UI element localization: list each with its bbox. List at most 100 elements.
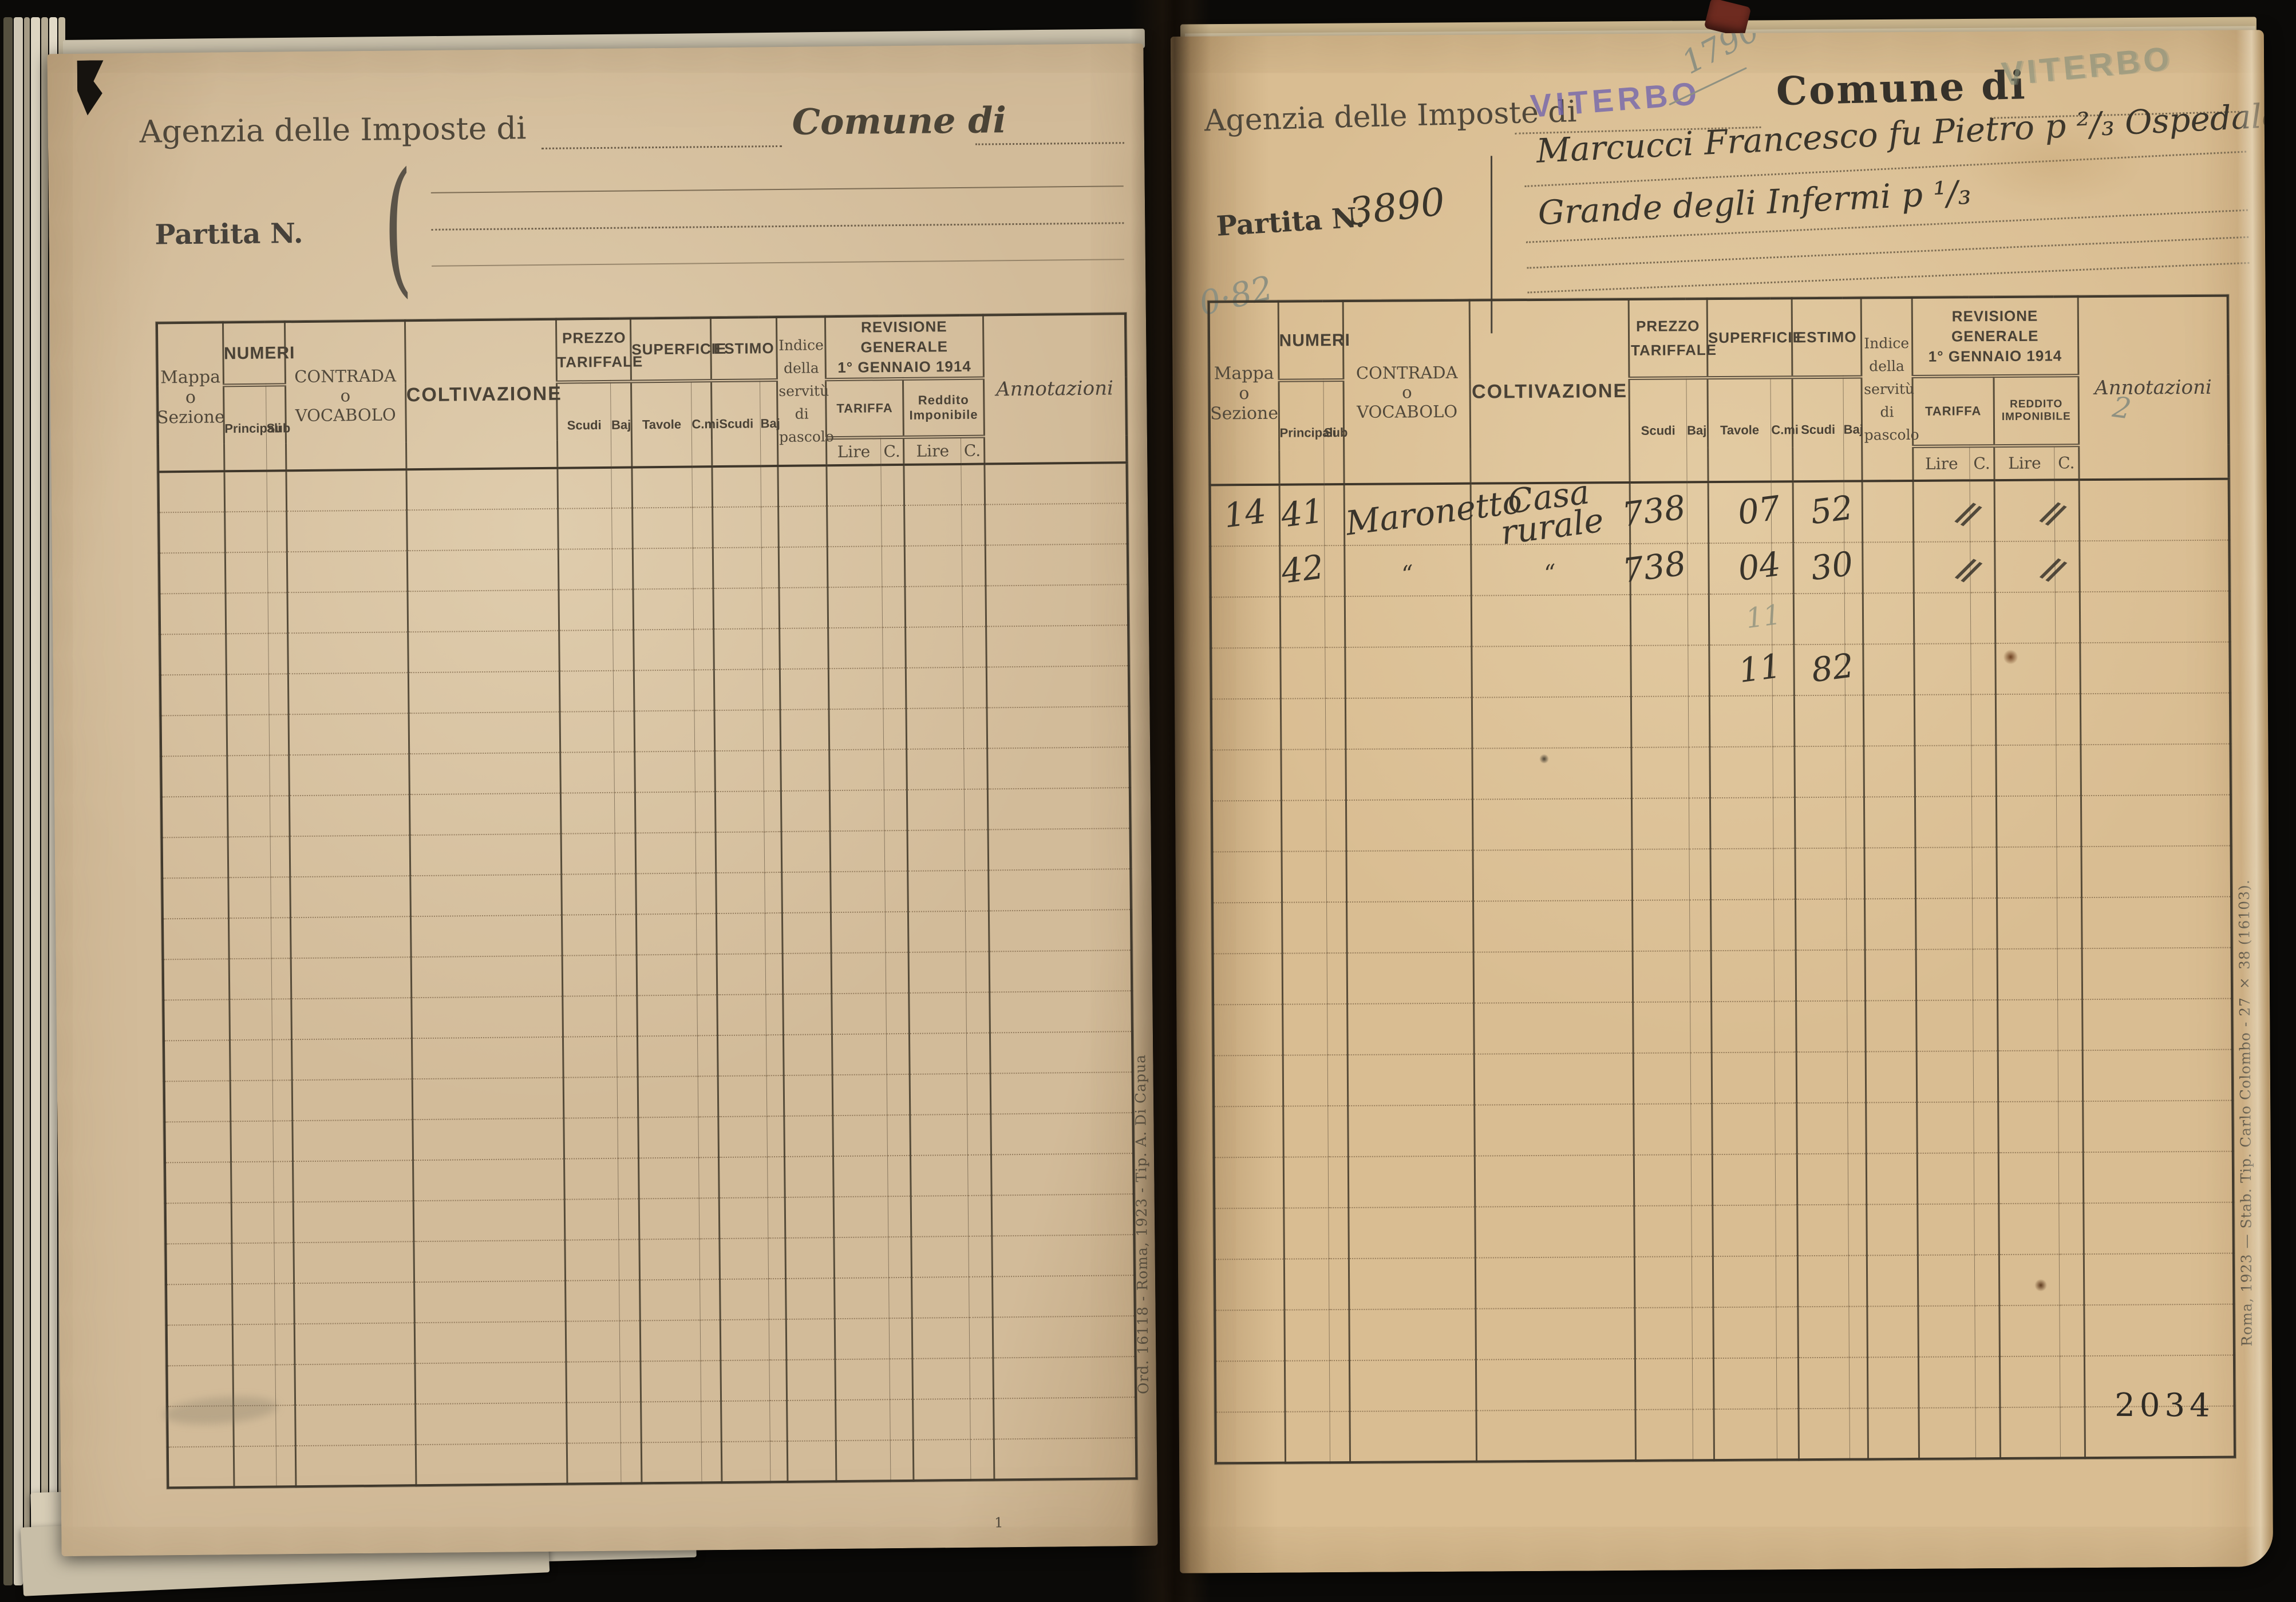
cell-tariffa-lire: // xyxy=(1912,480,1981,543)
cell-pascolo xyxy=(783,994,832,1035)
cell-estimo-baj xyxy=(768,1238,786,1279)
handwritten-value: 04 xyxy=(1736,544,1783,588)
cell-reddito-lire: // xyxy=(1994,480,2066,542)
cell-reddito-lire: // xyxy=(1994,541,2066,593)
cell-contrada xyxy=(294,1282,414,1324)
cell-contrada xyxy=(1350,1411,1477,1463)
cell-sub xyxy=(1325,698,1346,750)
cell-annotazioni xyxy=(987,747,1130,789)
cell-sup-tavole xyxy=(1710,950,1775,1002)
cell-annotazioni xyxy=(2082,1049,2233,1102)
cell-prezzo-scudi xyxy=(558,590,613,631)
cell-annotazioni xyxy=(990,1031,1133,1074)
cell-reddito-lire xyxy=(913,1439,971,1481)
cell-tariffa-lire xyxy=(831,912,886,954)
agenzia-label: Agenzia delle Imposte di xyxy=(139,110,527,150)
cell-annotazioni xyxy=(986,706,1130,749)
cell-principali xyxy=(227,755,270,797)
cell-estimo-scudi xyxy=(1796,1103,1848,1154)
handwritten-value: 41 xyxy=(1278,491,1326,536)
cell-prezzo-baj xyxy=(1692,1358,1714,1410)
footnote-mark: 1 xyxy=(994,1514,1003,1531)
header-principali: Principali xyxy=(223,385,281,472)
cell-contrada xyxy=(288,713,409,755)
cell-mappa xyxy=(1213,1004,1283,1056)
cell-sub xyxy=(1326,800,1347,852)
cell-estimo-scudi xyxy=(1798,1409,1850,1460)
cell-reddito-c xyxy=(2058,1050,2083,1102)
cell-estimo-baj xyxy=(762,710,781,751)
cell-pascolo xyxy=(1866,1153,1918,1205)
cell-reddito-c xyxy=(962,586,986,627)
cell-sub xyxy=(268,674,289,715)
cell-sup-cmi xyxy=(1773,848,1796,900)
cell-tariffa-lire xyxy=(827,505,882,547)
header-annotazioni: Annotazioni xyxy=(2077,295,2229,480)
cell-sub xyxy=(275,1324,295,1365)
cell-sup-tavole xyxy=(638,1157,699,1199)
header-cmi: C.mi xyxy=(1771,377,1799,482)
cell-principali xyxy=(1281,851,1327,903)
cell-prezzo-baj xyxy=(611,508,633,549)
cell-reddito-lire xyxy=(911,1236,969,1278)
handwritten-value: 738 xyxy=(1619,488,1688,535)
cell-tariffa-c xyxy=(886,1034,910,1075)
cell-mappa xyxy=(1214,1208,1284,1260)
cell-contrada xyxy=(289,794,410,837)
cell-pascolo xyxy=(785,1237,835,1279)
cell-reddito-c xyxy=(2057,897,2082,949)
cell-tariffa-c xyxy=(1971,694,1996,746)
cell-prezzo-baj xyxy=(619,1280,641,1322)
cell-mappa xyxy=(159,552,226,594)
cell-sup-cmi xyxy=(1776,1358,1799,1409)
cell-prezzo-scudi xyxy=(564,1199,619,1240)
ledger-row xyxy=(1211,794,2231,852)
cell-mappa xyxy=(162,918,229,960)
cell-prezzo-scudi xyxy=(565,1280,620,1322)
cell-prezzo-scudi xyxy=(1631,696,1689,748)
ledger-row xyxy=(1212,896,2232,954)
cell-mappa xyxy=(165,1162,231,1204)
header-reddito: REDDITO IMPONIBILE xyxy=(1993,375,2079,446)
cell-estimo-scudi xyxy=(720,1279,769,1320)
cell-sup-tavole xyxy=(641,1401,702,1443)
cell-prezzo-scudi xyxy=(559,711,615,753)
cell-annotazioni xyxy=(984,462,1128,505)
cell-sub xyxy=(1329,1360,1350,1412)
cell-estimo-scudi xyxy=(712,507,762,548)
right-ledger-table-wrap: Mappa o Sezione NUMERI CONTRADA o VOCABOLO C… xyxy=(1207,294,2237,1465)
cell-sup-cmi xyxy=(696,913,717,955)
cell-sub xyxy=(1328,1208,1349,1259)
cell-coltivazione xyxy=(1476,1359,1635,1411)
cell-tariffa-lire xyxy=(832,1074,887,1116)
cell-contrada xyxy=(291,998,412,1040)
cell-pascolo xyxy=(779,628,829,670)
cell-principali xyxy=(1280,698,1326,750)
cell-estimo-baj xyxy=(768,1279,787,1320)
cell-sup-tavole xyxy=(634,710,695,752)
cell-prezzo-scudi xyxy=(1630,594,1688,646)
cell-annotazioni xyxy=(2080,591,2230,643)
cell-sub xyxy=(267,552,287,593)
cell-contrada xyxy=(1346,851,1473,903)
cell-estimo-scudi xyxy=(717,1035,767,1077)
cell-tariffa-lire xyxy=(829,830,885,872)
cell-coltivazione xyxy=(1471,646,1631,698)
cell-sub xyxy=(272,1080,293,1121)
ledger-row xyxy=(1214,1202,2234,1260)
cell-coltivazione xyxy=(1476,1308,1635,1360)
cell-pascolo xyxy=(1866,1102,1917,1154)
cell-contrada xyxy=(1346,800,1473,852)
cell-sub xyxy=(270,796,290,837)
cell-estimo-scudi xyxy=(1795,848,1847,900)
cell-contrada xyxy=(287,551,408,593)
cell-estimo-baj xyxy=(1844,593,1863,645)
cell-reddito-lire xyxy=(906,667,964,709)
cell-pascolo xyxy=(1867,1306,1919,1358)
cell-tariffa-lire xyxy=(1916,1051,1974,1103)
cell-principali xyxy=(226,714,270,756)
cell-contrada xyxy=(1348,1156,1475,1208)
cell-reddito-lire xyxy=(910,1155,969,1197)
cell-prezzo-baj xyxy=(617,1077,638,1118)
cell-prezzo-scudi xyxy=(558,508,612,550)
